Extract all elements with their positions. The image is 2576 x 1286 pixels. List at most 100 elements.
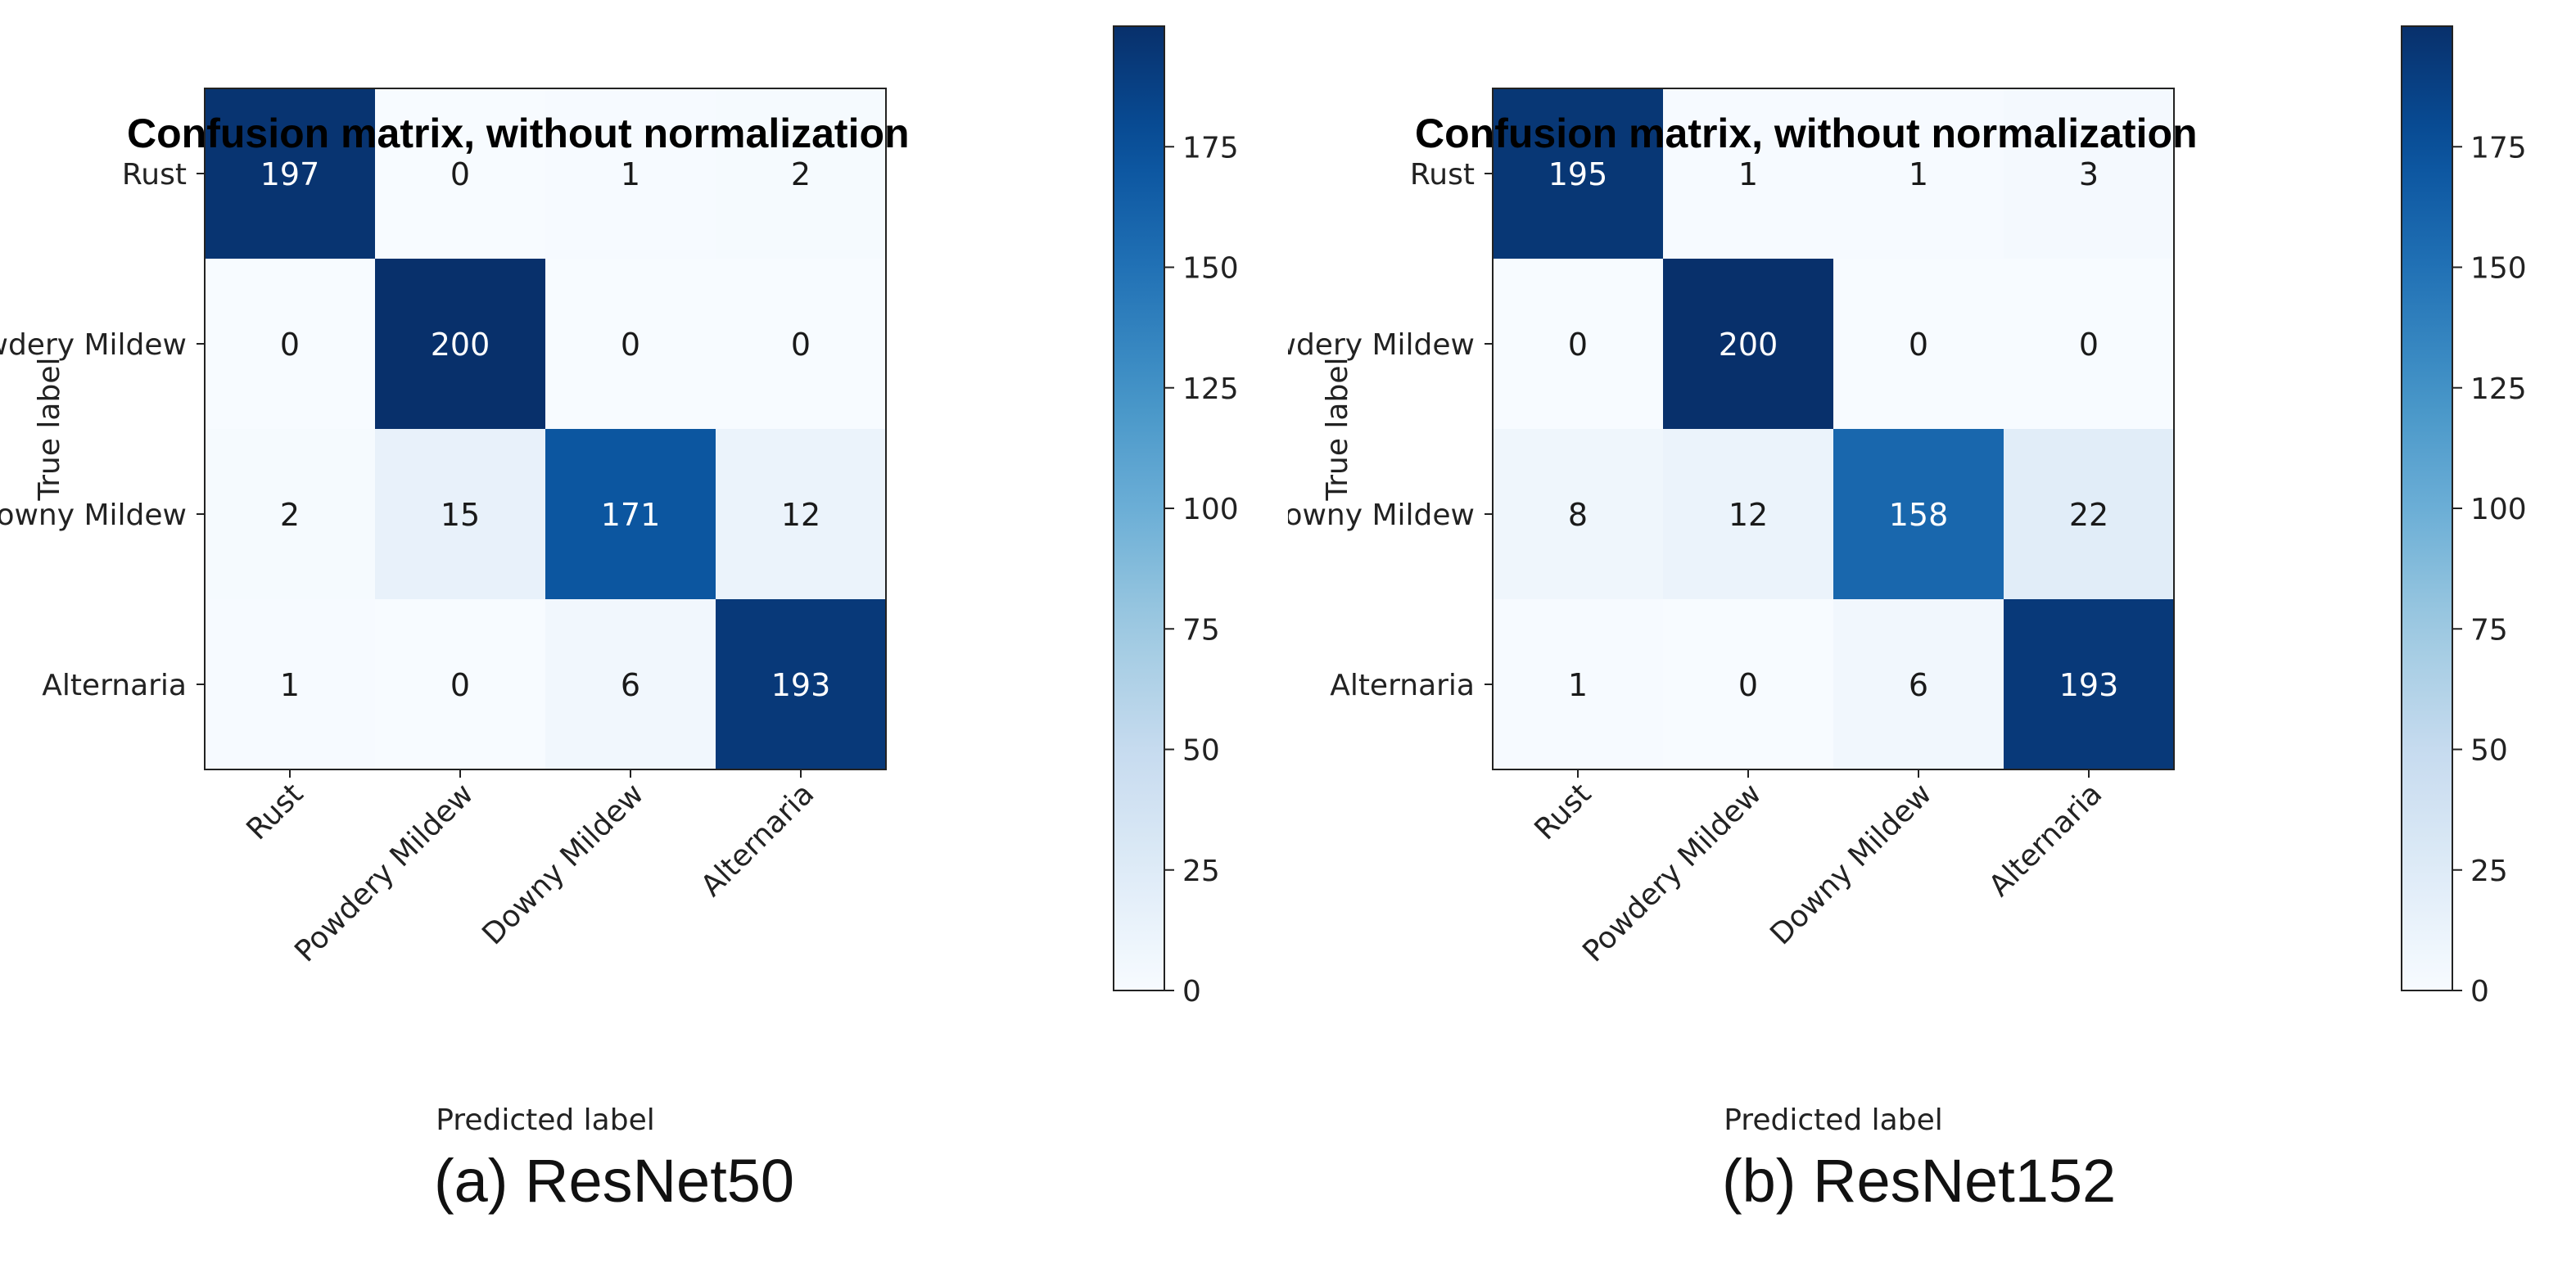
p0-cell-value-r3-c1: 0: [450, 667, 470, 703]
p0-cell-r3-c3: [716, 599, 887, 770]
p0-y-tick-label-3: Alternaria: [42, 669, 187, 702]
p0-cell-value-r3-c0: 1: [280, 667, 300, 703]
p1-cell-r0-c2: [1833, 88, 2004, 259]
p0-cell-r2-c2: [545, 429, 716, 600]
p1-cell-value-r0-c1: 1: [1738, 156, 1758, 192]
p1-y-tick-label-0: Rust: [1410, 158, 1475, 192]
p0-cell-r1-c2: [545, 259, 716, 430]
p0-cell-r2-c1: [375, 429, 546, 600]
p1-x-tick-label-3: Alternaria: [1982, 777, 2108, 903]
p0-cell-r0-c1: [375, 88, 546, 259]
p0-cell-value-r1-c2: 0: [621, 327, 640, 363]
p0-cell-r0-c0: [205, 88, 376, 259]
p1-y-tick-label-1: Powdery Mildew: [1288, 328, 1475, 362]
p0-cell-r0-c3: [716, 88, 887, 259]
p0-cell-r3-c0: [205, 599, 376, 770]
p1-cell-r0-c1: [1663, 88, 1834, 259]
p0-cell-r2-c0: [205, 429, 376, 600]
p1-chart-title: Confusion matrix, without normalization: [1415, 111, 2198, 156]
p0-cell-r1-c1: [375, 259, 546, 430]
p0-cell-r0-c2: [545, 88, 716, 259]
p1-cell-r1-c0: [1493, 259, 1664, 430]
confusion-matrix-panel-a: 197 0 1 2 0 200 0 0 2 15 171 12 1 0 6 193 Confusion matr…: [0, 25, 1239, 1215]
p1-colorbar-tick-label-7: 175: [2470, 131, 2527, 165]
p0-y-tick-label-1: Powdery Mildew: [0, 328, 187, 362]
p0-colorbar-tick-label-1: 25: [1182, 855, 1220, 888]
p1-cell-r0-c3: [2004, 88, 2175, 259]
p1-cell-value-r1-c1: 200: [1719, 327, 1778, 363]
p1-colorbar-tick-label-0: 0: [2470, 975, 2489, 1008]
p0-cell-value-r1-c3: 0: [791, 327, 811, 363]
p0-cell-value-r2-c3: 12: [781, 497, 820, 533]
p0-y-tick-label-0: Rust: [122, 158, 187, 192]
p1-cell-value-r0-c2: 1: [1909, 156, 1928, 192]
p0-colorbar-tick-label-0: 0: [1182, 975, 1201, 1008]
p0-cell-value-r0-c0: 197: [260, 156, 320, 192]
p1-x-axis-label: Predicted label: [1724, 1103, 1943, 1137]
p1-colorbar-tick-label-1: 25: [2470, 855, 2508, 888]
p1-cell-value-r1-c3: 0: [2079, 327, 2099, 363]
p1-cell-value-r3-c2: 6: [1909, 667, 1928, 703]
p0-cell-r2-c3: [716, 429, 887, 600]
p0-cell-value-r2-c0: 2: [280, 497, 300, 533]
p1-cell-r2-c2: [1833, 429, 2004, 600]
p0-cell-value-r2-c1: 15: [441, 497, 480, 533]
p1-colorbar-tick-label-6: 150: [2470, 252, 2527, 286]
p0-chart-title: Confusion matrix, without normalization: [127, 111, 910, 156]
p0-cell-value-r0-c2: 1: [621, 156, 640, 192]
p1-cell-r3-c0: [1493, 599, 1664, 770]
p1-cell-r1-c1: [1663, 259, 1834, 430]
p1-y-tick-label-3: Alternaria: [1330, 669, 1475, 702]
p0-cell-value-r0-c1: 0: [450, 156, 470, 192]
p1-cell-value-r3-c1: 0: [1738, 667, 1758, 703]
p0-cell-value-r1-c0: 0: [280, 327, 300, 363]
p1-cell-r0-c0: [1493, 88, 1664, 259]
p0-cell-r3-c2: [545, 599, 716, 770]
p1-y-axis-label: True label: [1321, 358, 1354, 502]
p0-y-axis-label: True label: [33, 358, 66, 502]
p1-cell-r3-c1: [1663, 599, 1834, 770]
p0-colorbar-tick-label-3: 75: [1182, 613, 1220, 647]
p0-colorbar-tick-label-2: 50: [1182, 734, 1220, 768]
p1-cell-value-r2-c3: 22: [2069, 497, 2108, 533]
caption-b: (b) ResNet152: [1722, 1147, 2117, 1215]
p1-cell-r3-c3: [2004, 599, 2175, 770]
p0-cell-value-r3-c3: 193: [771, 667, 831, 703]
confusion-matrix-panel-b: 195 1 1 3 0 200 0 0 8 12 158 22 1 0 6 193 Confusion matr…: [1288, 0, 2576, 1286]
p1-cell-value-r2-c2: 158: [1889, 497, 1949, 533]
caption-a: (a) ResNet50: [434, 1147, 795, 1215]
p0-cell-value-r3-c2: 6: [621, 667, 640, 703]
p1-colorbar: [2402, 26, 2452, 990]
p1-x-tick-label-0: Rust: [1528, 777, 1598, 846]
p0-colorbar-tick-label-6: 150: [1182, 252, 1239, 286]
p0-x-axis-label: Predicted label: [436, 1103, 655, 1137]
p0-colorbar-tick-label-7: 175: [1182, 131, 1239, 165]
p1-cell-value-r2-c1: 12: [1729, 497, 1768, 533]
p1-cell-value-r3-c3: 193: [2059, 667, 2119, 703]
p0-x-tick-label-2: Downy Mildew: [476, 777, 650, 951]
confusion-matrix-b: 195 1 1 3 0 200 0 0 8 12 158 22 1 0 6 193 Confusion matr…: [1288, 25, 2527, 1137]
p0-cell-value-r0-c3: 2: [791, 156, 811, 192]
p1-colorbar-tick-label-5: 125: [2470, 372, 2527, 406]
p1-cell-r1-c2: [1833, 259, 2004, 430]
p1-cell-value-r3-c0: 1: [1568, 667, 1588, 703]
p0-colorbar: [1114, 26, 1164, 990]
p1-cell-value-r1-c0: 0: [1568, 327, 1588, 363]
p0-cell-value-r2-c2: 171: [601, 497, 661, 533]
p1-cell-r2-c1: [1663, 429, 1834, 600]
p1-matrix-frame: [1492, 88, 2175, 770]
p1-y-tick-label-2: Downy Mildew: [1288, 499, 1475, 532]
p0-colorbar-tick-label-4: 100: [1182, 493, 1239, 526]
p0-cell-r3-c1: [375, 599, 546, 770]
p1-cell-r3-c2: [1833, 599, 2004, 770]
p0-cell-r1-c0: [205, 259, 376, 430]
p1-x-tick-label-1: Powdery Mildew: [1576, 777, 1768, 968]
p1-cell-r2-c3: [2004, 429, 2175, 600]
p1-cell-value-r1-c2: 0: [1909, 327, 1928, 363]
p0-colorbar-tick-label-5: 125: [1182, 372, 1239, 406]
p1-cell-r1-c3: [2004, 259, 2175, 430]
p0-y-tick-label-2: Downy Mildew: [0, 499, 187, 532]
p1-colorbar-tick-label-4: 100: [2470, 493, 2527, 526]
p0-x-tick-label-0: Rust: [240, 777, 310, 846]
